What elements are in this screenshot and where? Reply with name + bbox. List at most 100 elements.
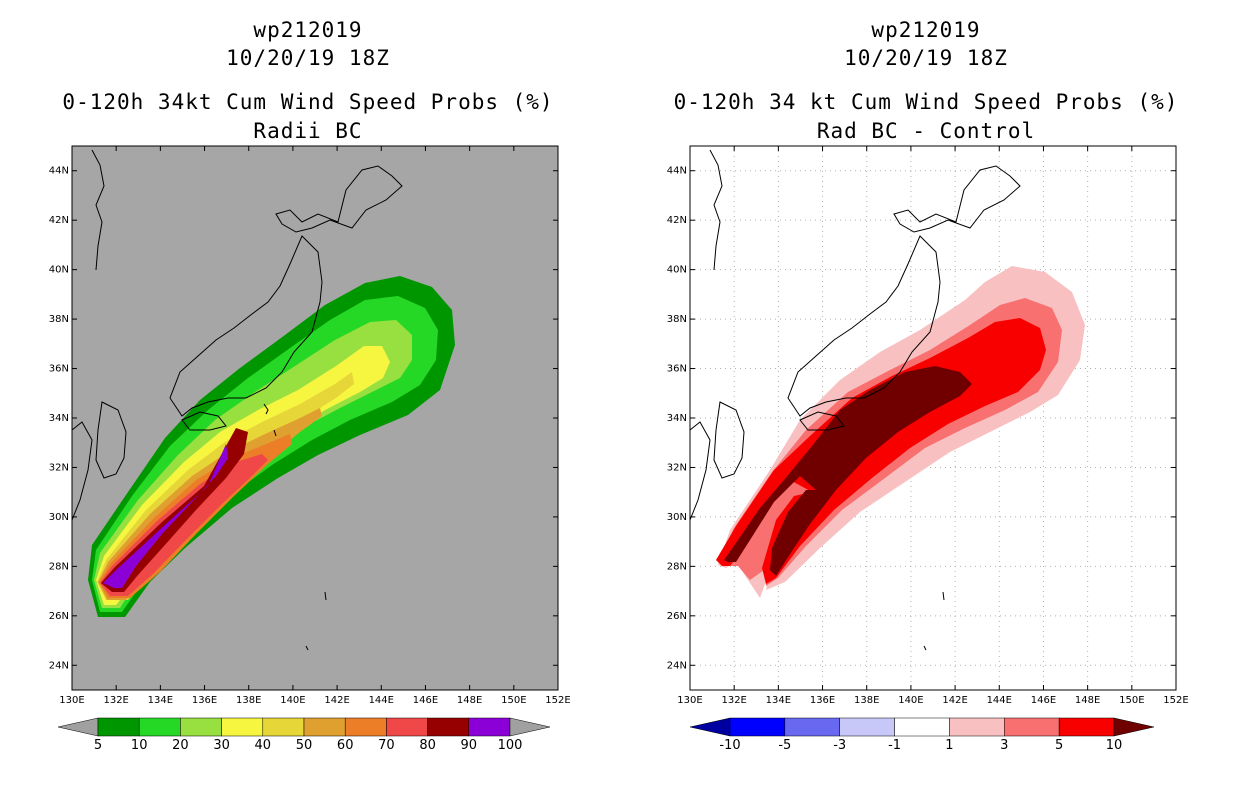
left-colorbar-arrow-low <box>57 717 99 737</box>
right-date: 10/20/19 18Z <box>844 46 1008 70</box>
right-y-tick-label: 44N <box>667 166 687 177</box>
right-coast-hokkaido <box>893 165 1021 233</box>
left-storm-id: wp212019 <box>253 18 363 42</box>
left-coast-china <box>72 421 93 521</box>
right-colorbar-label: -10 <box>719 738 740 753</box>
left-colorbar-segment <box>180 717 222 737</box>
right-colorbar-segment <box>949 717 1005 737</box>
left-x-tick-label: 152E <box>545 695 570 706</box>
right-y-tick-label: 34N <box>667 413 687 424</box>
right-y-axis: 24N 26N 28N 30N 32N 34N 36N 38N 40N 42N 44N <box>667 166 1176 671</box>
left-coast-hokkaido <box>275 165 403 233</box>
right-y-tick-label: 26N <box>667 611 687 622</box>
right-subtitle: Rad BC - Control <box>816 119 1036 143</box>
right-x-tick-label: 140E <box>898 695 923 706</box>
right-colorbar-label: -5 <box>778 738 791 753</box>
left-colorbar-label: 60 <box>337 738 354 753</box>
right-colorbar-segment <box>1058 717 1115 737</box>
right-x-tick-label: 138E <box>854 695 879 706</box>
left-y-axis: 24N 26N 28N 30N 32N 34N 36N 38N 40N 42N 44N <box>49 166 558 671</box>
right-colorbar-segment <box>729 717 786 737</box>
left-colorbar-segment <box>262 717 305 737</box>
left-colorbar-label: 40 <box>255 738 272 753</box>
left-x-tick-label: 148E <box>457 695 482 706</box>
right-island-1 <box>942 591 945 601</box>
left-colorbar-segment <box>97 717 140 737</box>
left-coastlines <box>72 149 403 651</box>
left-colorbar-segment <box>303 717 346 737</box>
right-colorbar-segment <box>784 717 840 737</box>
right-y-tick-label: 36N <box>667 364 687 375</box>
right-x-tick-label: 130E <box>677 695 702 706</box>
left-y-tick-label: 24N <box>49 660 69 671</box>
left-subtitle: Radii BC <box>253 119 363 143</box>
left-x-tick-label: 130E <box>59 695 84 706</box>
right-y-tick-label: 32N <box>667 462 687 473</box>
left-colorbar-label: 90 <box>461 738 478 753</box>
right-x-axis: 130E 132E 134E 136E 138E 140E 142E 144E 146E 148E… <box>677 146 1189 706</box>
left-island-1 <box>263 403 269 415</box>
left-y-tick-label: 42N <box>49 215 69 226</box>
left-x-tick-label: 146E <box>413 695 438 706</box>
right-coast-kyushu <box>713 401 745 479</box>
left-colorbar-segment <box>221 717 264 737</box>
right-coast-korea <box>709 149 723 271</box>
right-coast-honshu <box>787 235 941 417</box>
left-coast-shikoku <box>181 411 227 431</box>
right-colorbar-label: 5 <box>1055 738 1063 753</box>
right-colorbar-arrow-low <box>689 717 731 737</box>
left-title: 0-120h 34kt Cum Wind Speed Probs (%) <box>62 90 554 114</box>
left-y-tick-label: 28N <box>49 561 69 572</box>
left-colorbar-segment <box>468 717 511 737</box>
left-colorbar: 5 10 20 30 40 50 60 70 80 90 100 <box>57 717 551 753</box>
left-coast-kyushu <box>95 401 127 479</box>
left-colorbar-label: 5 <box>94 738 102 753</box>
left-y-tick-label: 44N <box>49 166 69 177</box>
right-coastlines <box>690 149 1021 651</box>
right-title: 0-120h 34 kt Cum Wind Speed Probs (%) <box>673 90 1179 114</box>
left-y-tick-label: 36N <box>49 364 69 375</box>
left-island-4 <box>305 645 309 651</box>
left-colorbar-label: 20 <box>172 738 189 753</box>
left-colorbar-label: 100 <box>498 738 523 753</box>
right-colorbar-segment <box>894 717 950 737</box>
right-colorbar: -10 -5 -3 -1 1 3 5 10 <box>689 717 1155 753</box>
right-colorbar-label: 10 <box>1106 738 1123 753</box>
left-colorbar-segment <box>344 717 387 737</box>
left-colorbar-label: 30 <box>213 738 230 753</box>
right-x-tick-label: 152E <box>1163 695 1188 706</box>
left-colorbar-label: 50 <box>296 738 313 753</box>
left-island-2 <box>273 429 277 437</box>
right-coast-shikoku <box>799 411 845 431</box>
left-y-tick-label: 26N <box>49 611 69 622</box>
left-x-tick-label: 144E <box>369 695 394 706</box>
left-colorbar-segment <box>427 717 470 737</box>
left-x-tick-label: 132E <box>103 695 128 706</box>
right-x-tick-label: 148E <box>1075 695 1100 706</box>
left-colorbar-segment <box>138 717 181 737</box>
right-x-tick-label: 134E <box>766 695 791 706</box>
right-colorbar-label: 1 <box>945 738 953 753</box>
left-coast-korea <box>91 149 105 271</box>
right-y-tick-label: 24N <box>667 660 687 671</box>
right-x-tick-label: 146E <box>1031 695 1056 706</box>
right-colorbar-segment <box>1004 717 1060 737</box>
left-x-axis: 130E 132E 134E 136E 138E 140E 142E 144E 146E 148E… <box>59 146 571 706</box>
right-y-tick-label: 38N <box>667 314 687 325</box>
right-grid <box>690 146 1176 690</box>
left-colorbar-arrow-high <box>509 717 551 737</box>
left-x-tick-label: 136E <box>192 695 217 706</box>
left-island-3 <box>324 591 327 601</box>
left-plot: 130E 132E 134E 136E 138E 140E 142E 144E 146E 148E… <box>49 145 571 753</box>
left-y-tick-label: 32N <box>49 462 69 473</box>
left-colorbar-label: 10 <box>131 738 148 753</box>
left-probability-field <box>88 276 455 617</box>
left-y-tick-label: 30N <box>49 512 69 523</box>
left-y-tick-label: 34N <box>49 413 69 424</box>
left-x-tick-label: 134E <box>148 695 173 706</box>
left-x-tick-label: 138E <box>236 695 261 706</box>
right-colorbar-label: -1 <box>888 738 901 753</box>
left-coast-honshu <box>169 235 323 417</box>
right-contour-10 <box>724 366 972 576</box>
